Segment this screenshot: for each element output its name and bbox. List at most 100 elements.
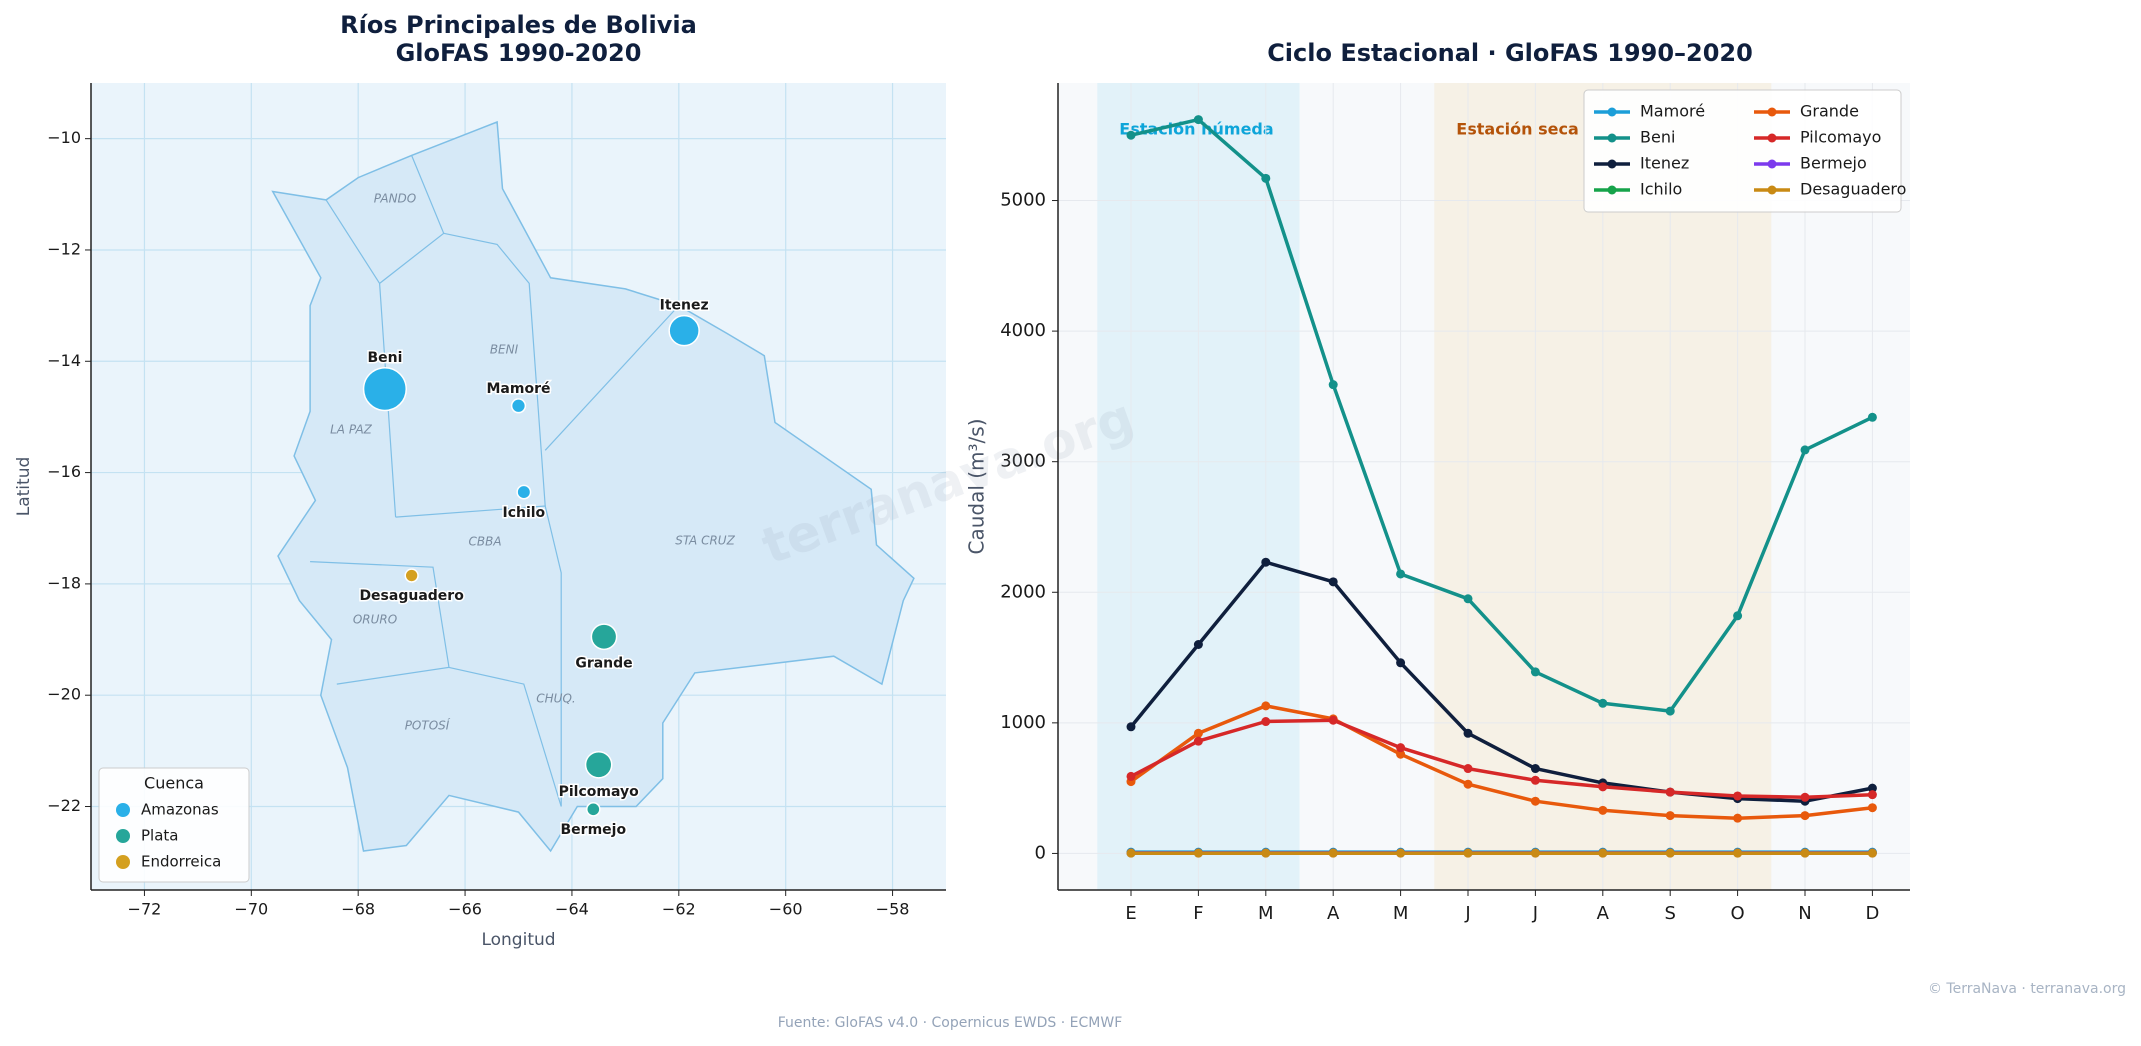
series-point (1598, 698, 1608, 708)
series-line (1130, 718, 1873, 800)
series-point (1126, 722, 1136, 732)
series-point (1328, 715, 1338, 725)
x-tick-label: −68 (341, 900, 375, 919)
point-label: Grande (575, 655, 632, 671)
x-tick-label: −62 (662, 900, 696, 919)
point-label: Desaguadero (359, 588, 464, 604)
series-point (1867, 803, 1877, 813)
legend-swatch-point (1767, 159, 1777, 169)
series-point (1867, 412, 1877, 422)
legend-label: Bermejo (1800, 154, 1867, 173)
x-tick-label: F (1193, 903, 1203, 924)
x-tick-label: N (1798, 903, 1811, 924)
series-point (1126, 848, 1136, 858)
legend-label: Pilcomayo (1800, 128, 1881, 147)
point-label: Bermejo (561, 822, 627, 838)
season-label: Estación seca (1456, 120, 1578, 139)
legend-swatch-point (1607, 107, 1617, 117)
y-tick-label: −16 (47, 462, 81, 481)
footer-source: Fuente: GloFAS v4.0 · Copernicus EWDS · … (778, 1015, 1123, 1031)
x-tick-label: −70 (234, 900, 268, 919)
series-point (1867, 848, 1877, 858)
region-label: CHUQ. (536, 692, 575, 706)
legend-swatch-point (1607, 185, 1617, 195)
legend-label: Beni (1640, 128, 1675, 147)
y-tick-label: 3000 (1000, 451, 1046, 472)
series-point (1530, 775, 1540, 785)
series-point (1396, 743, 1406, 753)
department-border (395, 505, 562, 807)
x-tick-label: M (1258, 903, 1274, 924)
x-axis-label: Longitud (481, 930, 555, 950)
country-outline (271, 120, 915, 853)
series-line (1129, 560, 1873, 803)
point-label: Ichilo (502, 505, 545, 521)
series-point (1261, 848, 1271, 858)
department-border (310, 561, 450, 685)
series-point (1261, 173, 1271, 183)
legend-label: Amazonas (141, 801, 219, 819)
region-label: BENI (490, 343, 519, 357)
y-tick-label: 0 (1035, 842, 1046, 863)
legend-label: Endorreica (141, 853, 221, 871)
series-point (1328, 380, 1338, 390)
y-tick-label: −18 (47, 573, 81, 592)
legend-swatch-point (1767, 107, 1777, 117)
series-point (1463, 848, 1473, 858)
series-point (1126, 130, 1136, 140)
line-panel: Estación húmeda Estación seca E F M A M J J A S O N D… (754, 39, 1910, 924)
series-point (1396, 848, 1406, 858)
y-tick-label: 2000 (1000, 581, 1046, 602)
region-label: ORURO (353, 613, 397, 627)
series-point (1733, 611, 1743, 621)
series-point (1261, 557, 1271, 567)
series-point (1396, 658, 1406, 668)
footer-credit: © TerraNava · terranava.org (1928, 981, 2126, 997)
series-point (1396, 569, 1406, 579)
y-tick-label: −14 (47, 351, 81, 370)
region-label: CBBA (468, 535, 501, 549)
department-border (443, 232, 546, 507)
series-point (1193, 115, 1203, 125)
point-label: Beni (367, 350, 402, 366)
series-point (1733, 791, 1743, 801)
river-point (590, 623, 618, 651)
y-tick-label: −10 (47, 128, 81, 147)
river-point (362, 367, 407, 412)
x-tick-label: −64 (555, 900, 589, 919)
series-point (1328, 577, 1338, 587)
y-tick-label: −12 (47, 239, 81, 258)
series-point (1463, 594, 1473, 604)
y-tick-label: −20 (47, 685, 81, 704)
chart-subtitle: GloFAS 1990-2020 (396, 39, 642, 67)
x-tick-label: J (1464, 903, 1470, 924)
series-point (1193, 728, 1203, 738)
x-tick-label: D (1865, 903, 1879, 924)
series-point (1193, 640, 1203, 650)
series-point (1733, 848, 1743, 858)
y-axis-label: Caudal (m³/s) (965, 418, 989, 554)
x-tick-label: S (1664, 903, 1675, 924)
x-tick-label: J (1532, 903, 1538, 924)
series-point (1665, 811, 1675, 821)
y-tick-label: 5000 (1000, 190, 1046, 211)
legend-label: Mamoré (1640, 102, 1705, 121)
river-point (510, 398, 527, 414)
x-tick-label: −66 (448, 900, 482, 919)
series-point (1261, 701, 1271, 711)
series-point (1800, 445, 1810, 455)
chart-title: Ríos Principales de Bolivia (340, 11, 697, 39)
river-point (584, 750, 613, 779)
legend-label: Grande (1800, 102, 1859, 121)
y-axis-label: Latitud (14, 457, 34, 517)
series-point (1800, 792, 1810, 802)
legend-swatch (116, 829, 130, 843)
legend-swatch (116, 803, 130, 817)
x-tick-label: A (1327, 903, 1340, 924)
x-tick-label: O (1731, 903, 1745, 924)
series-point (1463, 764, 1473, 774)
x-tick-label: E (1125, 903, 1136, 924)
series-point (1733, 813, 1743, 823)
region-label: POTOSÍ (405, 718, 451, 733)
